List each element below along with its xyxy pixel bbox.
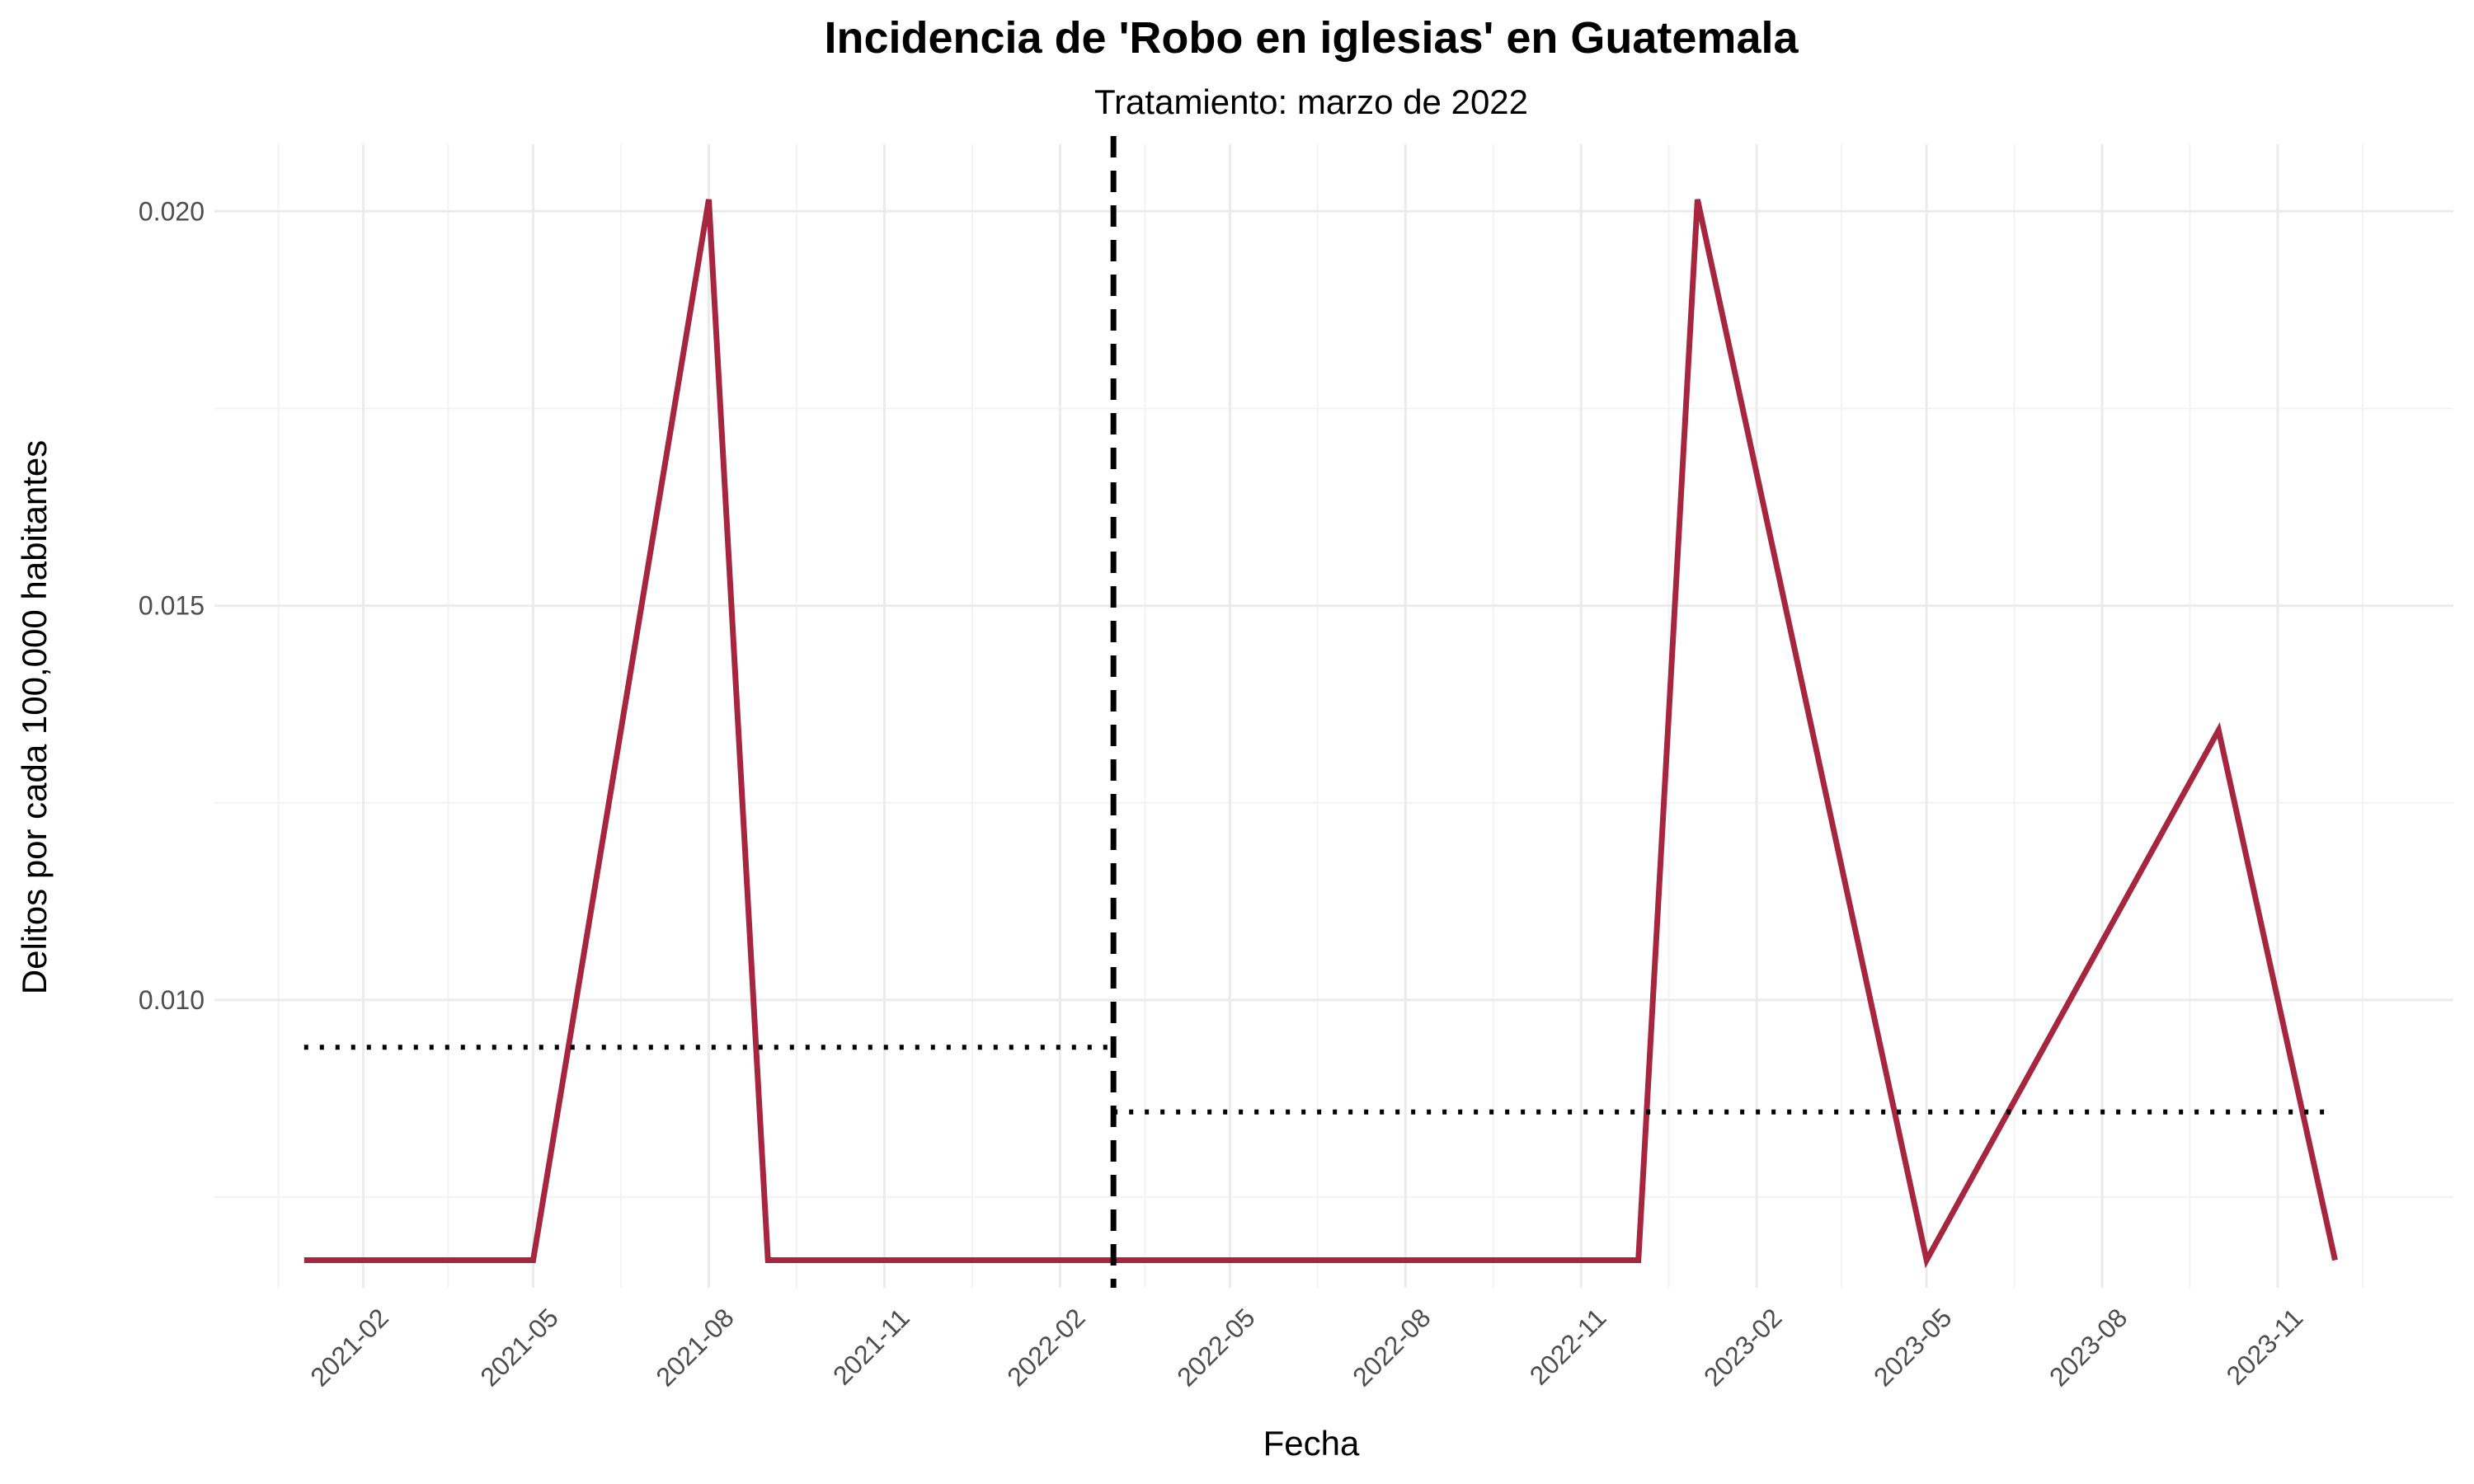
x-tick-label: 2021-05 (474, 1303, 563, 1392)
x-tick-label: 2021-08 (650, 1303, 739, 1392)
y-tick-label: 0.015 (139, 591, 205, 621)
grid (214, 144, 2453, 1288)
x-tick-label: 2021-11 (827, 1303, 915, 1391)
x-tick-label: 2023-02 (1698, 1303, 1787, 1392)
x-tick-label: 2022-08 (1347, 1303, 1436, 1392)
x-tick-label: 2023-11 (2221, 1303, 2309, 1391)
x-tick-label: 2023-05 (1868, 1303, 1957, 1392)
x-tick-label: 2023-08 (2044, 1303, 2133, 1392)
chart-subtitle: Tratamiento: marzo de 2022 (1094, 82, 1528, 121)
x-tick-label: 2022-11 (1524, 1303, 1612, 1391)
series-line (303, 199, 2338, 1269)
y-tick-label: 0.020 (139, 196, 205, 226)
x-axis-title: Fecha (1263, 1424, 1360, 1463)
plot-area (303, 136, 2338, 1288)
x-tick-label: 2022-02 (1001, 1303, 1090, 1392)
y-axis-title: Delitos por cada 100,000 habitantes (15, 440, 54, 994)
y-tick-label: 0.010 (139, 985, 205, 1015)
x-tick-label: 2022-05 (1171, 1303, 1260, 1392)
tick-labels: 2021-02 2021-05 2021-08 2021-11 2022-02 2022-… (139, 196, 2308, 1392)
x-tick-label: 2021-02 (304, 1303, 393, 1392)
chart-title: Incidencia de 'Robo en iglesias' en Guat… (824, 13, 1799, 63)
